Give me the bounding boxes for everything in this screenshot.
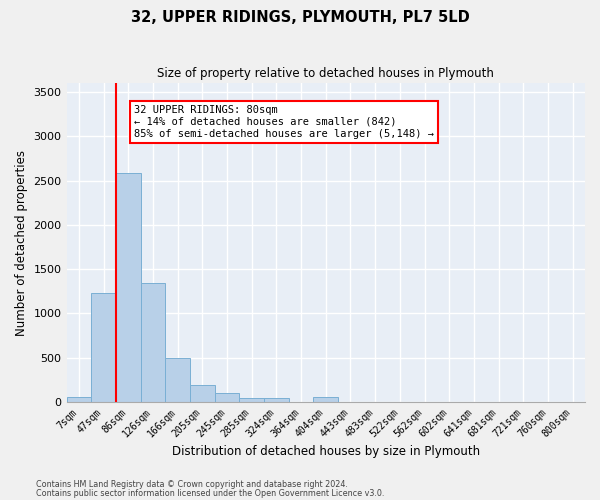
Bar [239,398,264,402]
Bar [190,385,215,402]
Bar [215,393,239,402]
Bar [140,284,165,402]
Bar [313,397,338,402]
Bar [165,358,190,402]
Bar [91,293,116,402]
Text: Contains HM Land Registry data © Crown copyright and database right 2024.: Contains HM Land Registry data © Crown c… [36,480,348,489]
X-axis label: Distribution of detached houses by size in Plymouth: Distribution of detached houses by size … [172,444,480,458]
Y-axis label: Number of detached properties: Number of detached properties [15,150,28,336]
Title: Size of property relative to detached houses in Plymouth: Size of property relative to detached ho… [157,68,494,80]
Text: 32, UPPER RIDINGS, PLYMOUTH, PL7 5LD: 32, UPPER RIDINGS, PLYMOUTH, PL7 5LD [131,10,469,25]
Text: Contains public sector information licensed under the Open Government Licence v3: Contains public sector information licen… [36,488,385,498]
Text: 32 UPPER RIDINGS: 80sqm
← 14% of detached houses are smaller (842)
85% of semi-d: 32 UPPER RIDINGS: 80sqm ← 14% of detache… [134,106,434,138]
Bar [116,172,140,402]
Bar [67,397,91,402]
Bar [264,398,289,402]
